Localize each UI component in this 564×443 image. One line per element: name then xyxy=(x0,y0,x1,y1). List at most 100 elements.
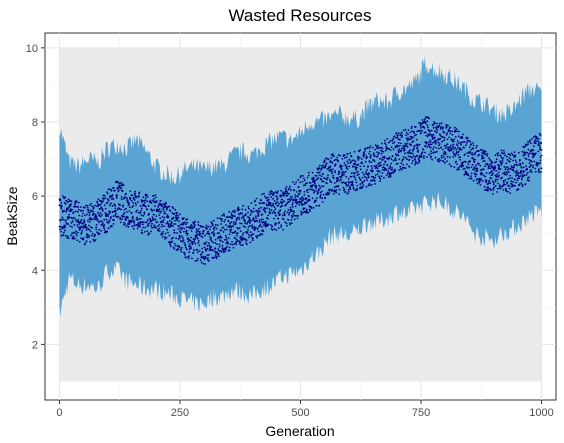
mean-point xyxy=(503,152,506,155)
mean-point xyxy=(519,175,522,177)
mean-point xyxy=(300,198,302,201)
mean-point xyxy=(269,223,272,226)
mean-point xyxy=(139,211,142,214)
mean-point xyxy=(508,187,511,190)
mean-point xyxy=(331,170,334,173)
mean-point xyxy=(305,208,308,211)
mean-point xyxy=(457,167,459,170)
mean-point xyxy=(157,208,160,211)
mean-point xyxy=(185,248,188,251)
mean-point xyxy=(228,216,231,218)
mean-point xyxy=(91,218,94,221)
mean-point xyxy=(320,178,323,181)
mean-point xyxy=(353,159,355,162)
mean-point xyxy=(493,186,496,189)
mean-point xyxy=(119,204,122,207)
mean-point xyxy=(63,209,66,212)
mean-point xyxy=(523,146,526,148)
mean-point xyxy=(173,247,176,250)
mean-point xyxy=(201,247,204,250)
mean-point xyxy=(288,192,290,195)
mean-point xyxy=(78,223,81,225)
mean-point xyxy=(229,243,232,246)
mean-point xyxy=(166,214,169,217)
mean-point xyxy=(391,139,394,142)
mean-point xyxy=(216,232,219,235)
mean-point xyxy=(333,190,336,193)
mean-point xyxy=(462,165,465,167)
mean-point xyxy=(148,213,151,215)
mean-point xyxy=(87,211,90,214)
mean-point xyxy=(296,201,299,203)
mean-point xyxy=(153,200,156,203)
mean-point xyxy=(391,167,393,169)
mean-point xyxy=(168,226,171,229)
mean-point xyxy=(186,218,189,221)
mean-point xyxy=(78,214,81,217)
mean-point xyxy=(314,184,316,187)
mean-point xyxy=(495,160,498,163)
mean-point xyxy=(213,232,216,235)
mean-point xyxy=(302,211,304,214)
mean-point xyxy=(102,200,105,203)
mean-point xyxy=(290,214,293,217)
mean-point xyxy=(308,199,311,202)
mean-point xyxy=(400,149,403,152)
mean-point xyxy=(479,148,482,151)
mean-point xyxy=(236,232,239,235)
mean-point xyxy=(429,146,432,149)
mean-point xyxy=(249,241,252,244)
mean-point xyxy=(142,196,145,199)
mean-point xyxy=(462,168,465,171)
mean-point xyxy=(163,216,166,219)
mean-point xyxy=(436,131,438,134)
mean-point xyxy=(190,236,193,239)
mean-point xyxy=(61,227,63,230)
mean-point xyxy=(358,156,361,159)
mean-point xyxy=(433,121,435,123)
mean-point xyxy=(434,122,436,125)
mean-point xyxy=(319,187,322,189)
mean-point xyxy=(208,233,211,236)
mean-point xyxy=(71,232,73,235)
mean-point xyxy=(272,197,274,200)
mean-point xyxy=(344,181,347,184)
mean-point xyxy=(448,163,451,166)
mean-point xyxy=(288,213,290,216)
mean-point xyxy=(538,171,540,174)
mean-point xyxy=(234,223,237,226)
mean-point xyxy=(282,191,285,194)
mean-point xyxy=(155,200,158,203)
mean-point xyxy=(265,203,268,206)
mean-point xyxy=(332,155,335,158)
mean-point xyxy=(359,179,362,182)
mean-point xyxy=(536,164,539,167)
mean-point xyxy=(512,169,515,172)
mean-point xyxy=(88,204,91,207)
mean-point xyxy=(101,220,103,223)
mean-point xyxy=(435,146,438,149)
mean-point xyxy=(252,233,255,236)
mean-point xyxy=(481,155,484,157)
mean-point xyxy=(397,162,399,165)
mean-point xyxy=(376,173,379,175)
mean-point xyxy=(338,193,340,195)
mean-point xyxy=(302,208,305,211)
mean-point xyxy=(413,145,416,147)
mean-point xyxy=(505,155,508,158)
mean-point xyxy=(136,219,139,221)
mean-point xyxy=(380,164,382,167)
mean-point xyxy=(230,221,233,224)
mean-point xyxy=(422,148,425,151)
mean-point xyxy=(316,178,318,181)
mean-point xyxy=(249,219,252,222)
mean-point xyxy=(199,232,202,235)
mean-point xyxy=(420,155,423,158)
mean-point xyxy=(183,251,186,254)
mean-point xyxy=(523,174,526,177)
envelope-band xyxy=(59,56,542,317)
mean-point xyxy=(239,222,242,225)
mean-point xyxy=(407,129,410,132)
mean-point xyxy=(156,225,159,228)
mean-point xyxy=(135,204,138,206)
